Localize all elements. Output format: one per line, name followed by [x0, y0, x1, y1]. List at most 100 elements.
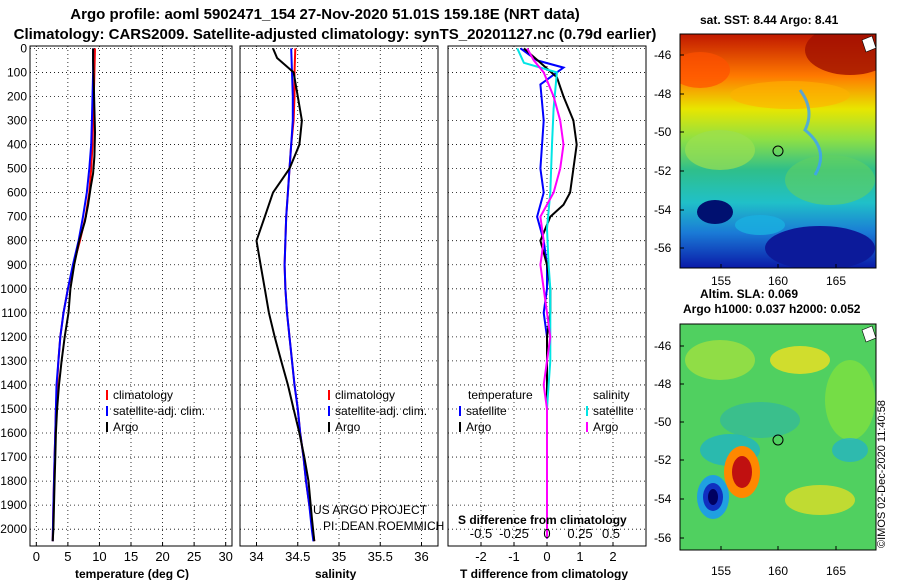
x2-tick-label: 0: [543, 526, 550, 541]
y-tick-label: 700: [7, 210, 27, 224]
map-lon-label: 165: [826, 564, 846, 578]
x-tick-label: 0: [33, 549, 40, 564]
title-line-1: Argo profile: aoml 5902471_154 27-Nov-20…: [70, 6, 580, 23]
map-lat-label: -46: [654, 339, 672, 353]
sla-map: [680, 324, 876, 550]
legend-label: climatology: [113, 388, 173, 402]
x2-tick-label: -0.25: [499, 526, 529, 541]
x-tick-label: 0: [543, 549, 550, 564]
sla-title-1: Altim. SLA: 0.069: [700, 287, 799, 301]
title-line-2: Climatology: CARS2009. Satellite-adjuste…: [13, 26, 657, 43]
legend-label: temperature: [468, 388, 533, 402]
y-tick-label: 100: [7, 65, 27, 79]
x-tick-label: 2: [609, 549, 616, 564]
map-lon-label: 155: [711, 564, 731, 578]
x-tick-label: -2: [475, 549, 487, 564]
series-line-argo: [255, 48, 316, 542]
legend-label: satellite: [593, 404, 634, 418]
legend-label: Argo: [593, 420, 619, 434]
x-tick-label: 15: [124, 549, 138, 564]
series-line-satellite-adj-clim-: [283, 48, 315, 542]
legend-diff-sal-heading: salinity: [593, 388, 630, 402]
map-lat-label: -50: [654, 415, 672, 429]
legend-diff-temp: satellite Argo: [459, 404, 507, 434]
legend-diff-temp-heading: temperature: [468, 388, 533, 402]
x-tick-label: 25: [187, 549, 201, 564]
legend-temperature: climatology satellite-adj. clim. Argo: [106, 388, 205, 434]
legend-label: Argo: [335, 420, 361, 434]
map-lon-label: 165: [826, 274, 846, 288]
x-tick-label: 10: [92, 549, 106, 564]
map-lat-label: -54: [654, 492, 672, 506]
map-lat-label: -50: [654, 125, 672, 139]
map-lon-label: 155: [711, 274, 731, 288]
y-tick-label: 600: [7, 186, 27, 200]
x-axis-label: T difference from climatology: [460, 567, 628, 580]
x-tick-label: 35: [332, 549, 346, 564]
legend-label: Argo: [466, 420, 492, 434]
x-tick-label: -1: [508, 549, 520, 564]
x2-tick-label: 0.5: [602, 526, 620, 541]
y-tick-label: 1800: [0, 474, 27, 488]
x-tick-label: 5: [64, 549, 71, 564]
project-credit: US ARGO PROJECT: [313, 503, 428, 517]
y-tick-label: 1400: [0, 378, 27, 392]
x-tick-label: 34.5: [285, 549, 310, 564]
y-tick-label: 200: [7, 89, 27, 103]
y-tick-label: 300: [7, 114, 27, 128]
panel-3: T difference from climatology: [447, 45, 647, 580]
map-lat-label: -48: [654, 87, 672, 101]
panel-2: 34 34.5 35 35.5 36 salinity: [239, 45, 439, 580]
map-lat-label: -52: [654, 453, 672, 467]
y-tick-label: 1600: [0, 426, 27, 440]
series-line-s-argo: [526, 47, 565, 539]
y-tick-label: 1500: [0, 402, 27, 416]
legend-diff-sal: satellite Argo: [586, 404, 634, 434]
y-tick-label: 1700: [0, 450, 27, 464]
y-tick-label: 800: [7, 234, 27, 248]
legend-label: satellite-adj. clim.: [335, 404, 427, 418]
y-tick-label: 1300: [0, 354, 27, 368]
map-lat-label: -56: [654, 241, 672, 255]
map-lat-label: -48: [654, 377, 672, 391]
map-lat-label: -46: [654, 48, 672, 62]
legend-salinity: climatology satellite-adj. clim. Argo: [328, 388, 427, 434]
x-axis-label: salinity: [315, 567, 357, 580]
y-tick-label: 900: [7, 258, 27, 272]
panel-1: 0 5 10 15 20 25 300100200300400500600700800900…: [0, 41, 233, 580]
y-tick-label: 1200: [0, 330, 27, 344]
x-tick-label: 20: [155, 549, 169, 564]
map-lon-label: 160: [768, 564, 788, 578]
x2-axis-label: S difference from climatology: [458, 513, 627, 527]
legend-label: Argo: [113, 420, 139, 434]
y-tick-label: 400: [7, 138, 27, 152]
x-tick-label: 34: [249, 549, 263, 564]
sla-title-2: Argo h1000: 0.037 h2000: 0.052: [683, 302, 861, 316]
legend-label: satellite-adj. clim.: [113, 404, 205, 418]
x-tick-label: 30: [218, 549, 232, 564]
y-tick-label: 1900: [0, 498, 27, 512]
map-lat-label: -56: [654, 531, 672, 545]
x-tick-label: 35.5: [368, 549, 393, 564]
imos-stamp: ©IMOS 02-Dec-2020 11:40:58: [876, 400, 888, 548]
x2-tick-label: -0.5: [470, 526, 492, 541]
y-tick-label: 1100: [1, 306, 27, 320]
x-axis-label: temperature (deg C): [75, 567, 189, 580]
x-tick-label: 1: [576, 549, 583, 564]
sst-title: sat. SST: 8.44 Argo: 8.41: [700, 13, 839, 27]
y-tick-label: 0: [20, 41, 27, 55]
map-lon-label: 160: [768, 274, 788, 288]
legend-label: climatology: [335, 388, 395, 402]
pi-credit: PI: DEAN ROEMMICH: [323, 519, 445, 533]
y-tick-label: 1000: [0, 282, 27, 296]
legend-label: satellite: [466, 404, 507, 418]
map-lat-label: -54: [654, 203, 672, 217]
x2-tick-label: 0.25: [567, 526, 592, 541]
diff-axis-labels: -2 -1 0 1 2 -0.5 -0.25 0 0.25 0.5S difference fro…: [458, 513, 627, 564]
legend-label: salinity: [593, 388, 630, 402]
y-tick-label: 2000: [0, 522, 27, 536]
y-tick-label: 500: [7, 162, 27, 176]
x-tick-label: 36: [414, 549, 428, 564]
map-lat-label: -52: [654, 164, 672, 178]
